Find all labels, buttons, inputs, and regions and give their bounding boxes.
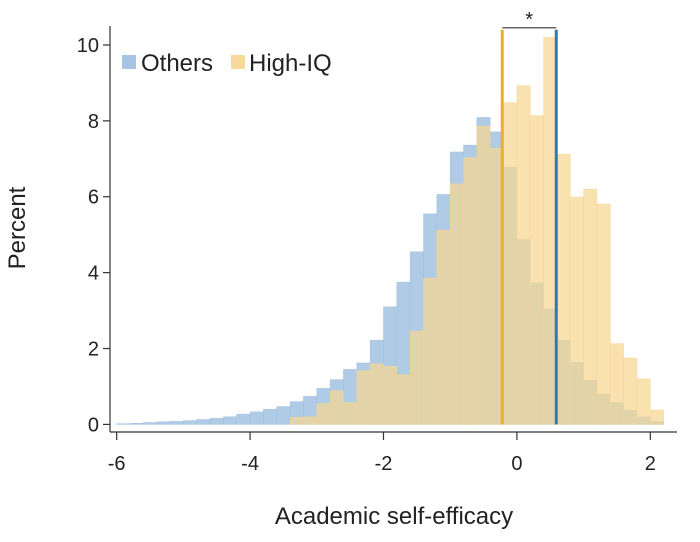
y-axis-title: Percent — [4, 186, 31, 269]
bar-others-6 — [196, 419, 211, 425]
bar-high-iq-40 — [650, 409, 664, 425]
bar-high-iq-25 — [449, 183, 464, 425]
bar-others-2 — [143, 422, 157, 425]
y-tick-label-6: 6 — [88, 187, 99, 209]
legend-label-others: Others — [141, 50, 213, 77]
bar-others-7 — [209, 418, 224, 425]
bar-high-iq-33 — [556, 154, 571, 425]
bar-high-iq-24 — [436, 229, 451, 425]
bar-others-1 — [129, 423, 144, 425]
y-tick-label-2: 2 — [88, 339, 99, 361]
bar-high-iq-21 — [396, 374, 411, 425]
bar-others-4 — [169, 421, 184, 425]
bar-high-iq-37 — [610, 343, 624, 425]
bar-high-iq-22 — [409, 330, 424, 425]
bar-high-iq-13 — [289, 416, 304, 425]
bar-high-iq-20 — [383, 366, 398, 425]
bar-high-iq-39 — [636, 378, 651, 425]
bar-others-11 — [263, 408, 278, 425]
bar-others-9 — [236, 413, 251, 425]
x-tick-label--2: -2 — [375, 453, 393, 475]
bar-high-iq-26 — [463, 157, 478, 425]
legend-label-high-iq: High-IQ — [249, 50, 332, 77]
bar-others-10 — [249, 411, 264, 425]
axes: 0 2 4 6 8 10 -6 -4 -2 0 2 — [77, 26, 677, 475]
mean-lines — [500, 29, 558, 425]
bar-high-iq-14 — [303, 416, 318, 425]
bar-others-8 — [223, 416, 237, 425]
bar-high-iq-38 — [623, 357, 638, 425]
x-axis-title: Academic self-efficacy — [275, 503, 513, 530]
x-tick-label--6: -6 — [108, 453, 126, 475]
bar-high-iq-23 — [423, 278, 438, 425]
y-tick-label-0: 0 — [88, 414, 99, 436]
bar-high-iq-30 — [516, 85, 531, 425]
legend-swatch-high-iq — [231, 55, 245, 69]
bar-high-iq-19 — [369, 363, 384, 425]
y-tick-label-4: 4 — [88, 263, 99, 285]
bar-high-iq-18 — [356, 370, 371, 425]
bar-others-3 — [156, 421, 171, 425]
bar-high-iq-15 — [316, 403, 331, 425]
bar-high-iq-34 — [570, 196, 584, 425]
bar-high-iq-31 — [530, 115, 544, 425]
significance-star: * — [525, 9, 533, 31]
high-iq-bars — [289, 37, 664, 425]
bar-high-iq-27 — [476, 125, 491, 425]
bar-high-iq-29 — [503, 102, 518, 425]
bar-high-iq-16 — [329, 390, 344, 425]
y-tick-label-10: 10 — [77, 35, 99, 57]
bar-high-iq-35 — [583, 188, 598, 425]
bar-high-iq-17 — [343, 402, 358, 425]
x-tick-label-0: 0 — [511, 453, 522, 475]
x-tick-label--4: -4 — [241, 453, 259, 475]
bar-others-5 — [183, 420, 197, 425]
bar-others-12 — [276, 406, 291, 425]
bar-high-iq-36 — [596, 203, 611, 425]
significance-annotation: * — [502, 9, 557, 31]
y-tick-label-8: 8 — [88, 111, 99, 133]
bar-others-0 — [116, 423, 131, 425]
legend: Others High-IQ — [122, 50, 332, 77]
legend-swatch-others — [122, 55, 136, 69]
x-tick-label-2: 2 — [645, 453, 656, 475]
